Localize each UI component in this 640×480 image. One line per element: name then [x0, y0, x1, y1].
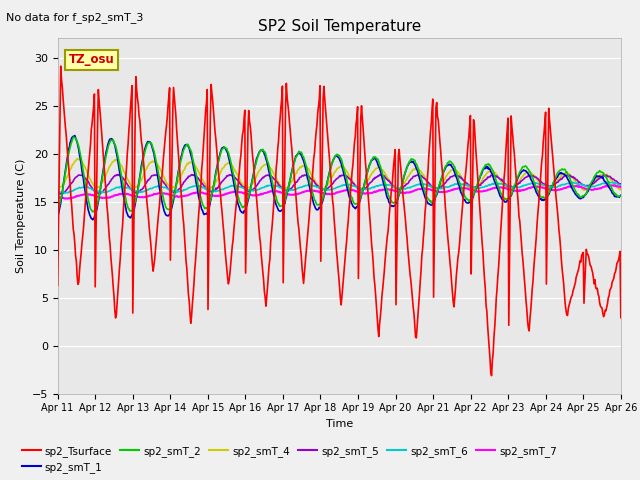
Line: sp2_smT_6: sp2_smT_6: [58, 182, 621, 193]
Title: SP2 Soil Temperature: SP2 Soil Temperature: [257, 20, 421, 35]
sp2_smT_7: [425, 186, 433, 192]
Legend: sp2_Tsurface, sp2_smT_1, sp2_smT_2, sp2_smT_4, sp2_smT_5, sp2_smT_6, sp2_smT_7: sp2_Tsurface, sp2_smT_1, sp2_smT_2, sp2_…: [18, 442, 561, 477]
sp2_smT_4: [123, 174, 131, 180]
sp2_smT_7: [210, 193, 218, 199]
sp2_smT_7: [54, 194, 61, 200]
sp2_smT_2: [180, 145, 188, 151]
sp2_smT_4: [74, 156, 81, 162]
sp2_smT_7: [65, 195, 72, 201]
Line: sp2_smT_1: sp2_smT_1: [58, 135, 621, 220]
sp2_smT_5: [58, 191, 65, 197]
sp2_smT_2: [54, 208, 61, 214]
sp2_smT_1: [410, 159, 417, 165]
sp2_Tsurface: [617, 315, 625, 321]
sp2_smT_7: [611, 182, 618, 188]
sp2_smT_2: [410, 156, 417, 162]
sp2_smT_4: [408, 167, 416, 173]
Line: sp2_smT_4: sp2_smT_4: [58, 159, 621, 190]
Line: sp2_smT_5: sp2_smT_5: [58, 175, 621, 194]
sp2_smT_4: [54, 184, 61, 190]
X-axis label: Time: Time: [326, 419, 353, 429]
sp2_smT_6: [605, 179, 613, 185]
sp2_Tsurface: [210, 108, 218, 114]
sp2_smT_4: [64, 173, 72, 179]
sp2_Tsurface: [488, 373, 495, 379]
sp2_smT_2: [89, 209, 97, 215]
sp2_smT_6: [61, 190, 68, 196]
sp2_smT_7: [123, 191, 131, 197]
sp2_smT_4: [617, 187, 625, 192]
Text: TZ_osu: TZ_osu: [69, 53, 115, 66]
sp2_Tsurface: [180, 221, 188, 227]
sp2_smT_7: [180, 193, 188, 199]
sp2_smT_4: [580, 187, 588, 193]
sp2_smT_2: [426, 198, 433, 204]
sp2_smT_7: [617, 184, 625, 190]
sp2_smT_1: [124, 211, 131, 216]
sp2_smT_5: [426, 181, 433, 187]
sp2_Tsurface: [425, 151, 433, 157]
Y-axis label: Soil Temperature (C): Soil Temperature (C): [16, 159, 26, 273]
sp2_smT_1: [180, 143, 188, 149]
Line: sp2_smT_7: sp2_smT_7: [58, 185, 621, 199]
sp2_Tsurface: [54, 283, 61, 288]
sp2_smT_1: [617, 192, 625, 198]
Line: sp2_Tsurface: sp2_Tsurface: [58, 66, 621, 376]
sp2_smT_5: [617, 181, 625, 187]
sp2_smT_5: [65, 184, 72, 190]
sp2_smT_1: [211, 180, 218, 185]
sp2_Tsurface: [57, 63, 65, 69]
sp2_smT_1: [89, 217, 97, 223]
sp2_smT_1: [54, 214, 61, 220]
sp2_smT_4: [180, 168, 188, 173]
sp2_smT_5: [410, 174, 417, 180]
sp2_smT_6: [617, 182, 625, 188]
sp2_smT_7: [63, 196, 71, 202]
sp2_smT_4: [210, 183, 218, 189]
sp2_smT_5: [124, 181, 131, 187]
sp2_Tsurface: [65, 163, 72, 169]
sp2_smT_6: [408, 184, 416, 190]
sp2_smT_2: [64, 156, 72, 161]
sp2_smT_7: [408, 189, 416, 194]
sp2_smT_6: [123, 185, 131, 191]
sp2_Tsurface: [123, 165, 131, 170]
sp2_smT_2: [124, 202, 131, 208]
sp2_smT_6: [65, 190, 72, 195]
sp2_smT_5: [211, 188, 218, 194]
sp2_smT_5: [180, 179, 188, 184]
sp2_smT_6: [180, 187, 188, 192]
Line: sp2_smT_2: sp2_smT_2: [58, 137, 621, 212]
sp2_smT_6: [54, 188, 61, 194]
sp2_smT_6: [425, 183, 433, 189]
sp2_smT_6: [210, 188, 218, 193]
sp2_smT_2: [617, 193, 625, 199]
sp2_smT_5: [114, 172, 122, 178]
sp2_smT_2: [70, 134, 78, 140]
sp2_smT_2: [211, 180, 218, 185]
sp2_smT_1: [71, 132, 79, 138]
sp2_smT_1: [426, 202, 433, 207]
sp2_smT_5: [54, 190, 61, 195]
sp2_smT_4: [425, 181, 433, 187]
Text: No data for f_sp2_smT_3: No data for f_sp2_smT_3: [6, 12, 144, 23]
sp2_Tsurface: [408, 296, 416, 301]
sp2_smT_1: [64, 152, 72, 158]
